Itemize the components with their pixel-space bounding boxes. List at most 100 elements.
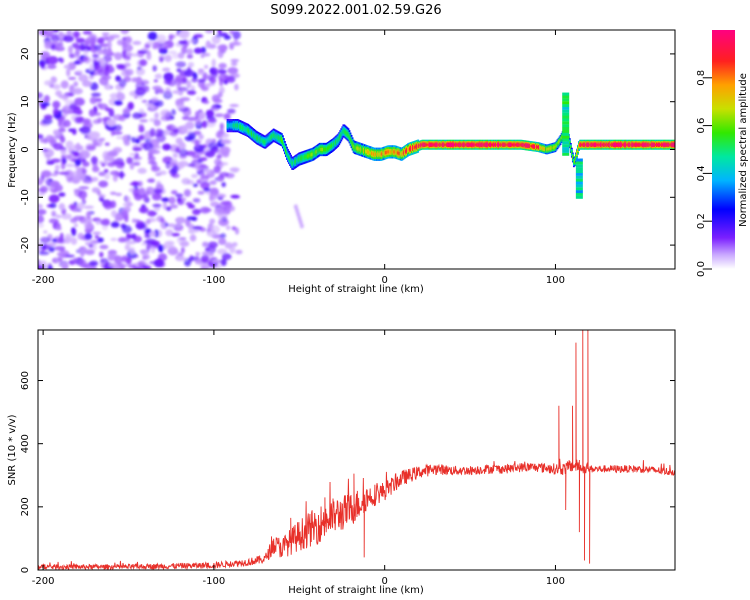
colorbar-tick-label: 0.2 (696, 213, 707, 229)
ridge-cell (340, 133, 343, 137)
noise-speckle (77, 202, 84, 210)
ridge-cell (517, 143, 520, 146)
ridge-cell (401, 152, 404, 156)
ridge-cell (599, 143, 602, 146)
ridge-cell (319, 148, 322, 151)
ridge-cell (640, 143, 643, 146)
snr-x-tick-label: 100 (546, 576, 565, 587)
noise-speckle (175, 61, 187, 68)
noise-speckle (214, 113, 224, 118)
ridge-cell (492, 143, 494, 146)
noise-speckle (221, 181, 226, 188)
ridge-cell (508, 143, 511, 146)
noise-speckle (66, 30, 72, 37)
ridge-cell (649, 143, 652, 146)
noise-speckle (107, 47, 113, 56)
ridge-cell (660, 143, 662, 146)
ridge-cell (608, 143, 611, 146)
ridge-cell (449, 143, 451, 146)
noise-speckle (65, 254, 75, 258)
noise-speckle (60, 162, 66, 170)
ridge-cell (635, 143, 638, 146)
ridge-cell (304, 155, 307, 159)
ridge-cell (520, 143, 523, 146)
noise-speckle (216, 154, 223, 159)
ridge-cell (256, 136, 259, 140)
noise-speckle (95, 220, 101, 225)
noise-speckle (168, 196, 176, 205)
ridge-cell (483, 143, 486, 146)
ridge-cell (468, 143, 471, 146)
noise-speckle (223, 113, 231, 121)
noise-speckle (38, 245, 42, 253)
noise-speckle (40, 236, 51, 244)
ridge-cell (409, 147, 411, 151)
noise-speckle (201, 120, 208, 128)
ridge-cell (502, 143, 505, 146)
ridge-cell (250, 131, 253, 135)
noise-speckle (159, 130, 165, 135)
ridge-cell (621, 143, 623, 146)
noise-speckle (126, 156, 133, 165)
noise-speckle (175, 193, 184, 198)
ridge-cell (358, 147, 361, 151)
noise-speckle (122, 134, 130, 143)
ridge-cell (301, 156, 304, 160)
ridge-cell (515, 143, 518, 146)
noise-speckle (218, 62, 227, 69)
ridge-cell (361, 148, 364, 152)
ridge-cell (314, 150, 317, 154)
ridge-cell (653, 143, 656, 146)
noise-speckle (46, 33, 55, 37)
ridge-cell (562, 129, 570, 133)
ridge-cell (592, 143, 595, 146)
noise-speckle (99, 57, 105, 67)
noise-speckle (218, 237, 227, 246)
ridge-cell (617, 143, 619, 146)
noise-speckle (218, 209, 227, 214)
spectrogram-y-tick-label: -10 (20, 189, 31, 205)
noise-speckle (104, 172, 111, 180)
ridge-cell (509, 143, 512, 146)
noise-speckle (224, 242, 233, 249)
ridge-cell (386, 150, 389, 154)
noise-speckle (209, 194, 214, 202)
noise-speckle (110, 237, 118, 242)
noise-speckle (131, 218, 137, 224)
ridge-cell (552, 146, 555, 149)
noise-speckle (214, 104, 222, 109)
noise-speckle (51, 210, 56, 217)
noise-speckle (141, 99, 148, 104)
ridge-cell (477, 143, 480, 146)
noise-speckle (147, 161, 157, 165)
noise-speckle (138, 108, 145, 114)
ridge-cell (450, 143, 452, 146)
noise-speckle (44, 41, 52, 50)
ridge-cell (428, 143, 431, 146)
noise-speckle (186, 48, 194, 56)
noise-speckle (70, 237, 78, 245)
ridge-cell (333, 142, 336, 146)
ridge-cell (280, 138, 283, 142)
ridge-cell (452, 143, 454, 146)
ridge-cell (628, 143, 631, 146)
noise-speckle (92, 119, 101, 125)
noise-speckle (162, 143, 172, 151)
noise-speckle (153, 79, 158, 83)
noise-speckle (162, 156, 174, 164)
noise-speckle (200, 265, 210, 269)
noise-speckle (165, 86, 171, 96)
ridge-cell (441, 143, 444, 146)
ridge-cell (245, 127, 247, 131)
ridge-cell (251, 132, 254, 136)
noise-speckle (188, 229, 196, 234)
ridge-cell (585, 143, 588, 146)
noise-speckle (234, 83, 239, 91)
noise-speckle (115, 75, 121, 81)
ridge-cell (580, 143, 582, 146)
noise-speckle (49, 202, 57, 209)
ridge-cell (626, 143, 629, 146)
ridge-cell (550, 147, 553, 150)
ridge-cell (350, 140, 353, 144)
ridge-cell (589, 143, 592, 146)
